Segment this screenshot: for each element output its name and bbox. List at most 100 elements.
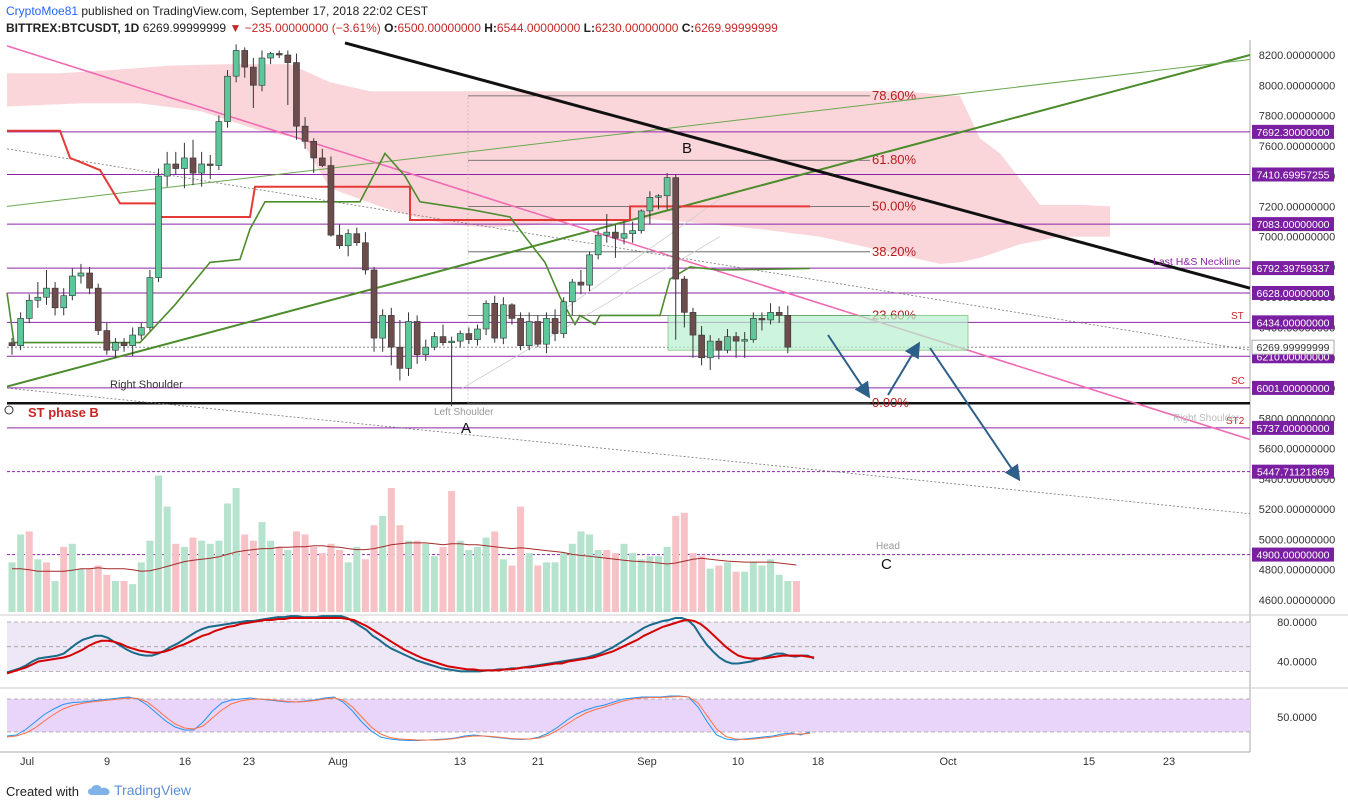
tradingview-logo[interactable]: TradingView — [88, 782, 191, 798]
high-value: 6544.00000000 — [496, 21, 581, 35]
rsi-tick-label: 40.0000 — [1277, 657, 1317, 669]
volume-bar — [646, 556, 654, 612]
candle-body — [146, 277, 154, 328]
chart-canvas[interactable]: 8200.00000000 8000.00000000 7800.00000000 7… — [0, 0, 1348, 776]
candle-body — [655, 195, 662, 198]
candle-body — [353, 233, 361, 244]
candle-body — [241, 50, 249, 68]
volume-bar — [318, 553, 326, 612]
candle-body — [69, 275, 76, 297]
volume-bar — [267, 540, 275, 612]
volume-bar — [594, 550, 602, 612]
volume-bar — [60, 546, 68, 612]
candle-body — [517, 318, 524, 346]
sc-label: SC — [1231, 376, 1245, 387]
volume-bar — [430, 556, 438, 612]
level-tag — [1252, 167, 1334, 182]
volume-bar — [422, 543, 430, 612]
volume-bar — [508, 565, 516, 612]
volume-bar — [784, 581, 792, 612]
candle-body — [689, 312, 697, 336]
rsi-tick-label: 80.0000 — [1277, 617, 1317, 629]
candle-body — [198, 163, 205, 174]
level-tag — [1252, 285, 1334, 300]
volume-bar — [34, 559, 42, 612]
volume-bar — [792, 581, 800, 612]
price-tick-label: 7200.00000000 — [1259, 201, 1335, 213]
stoch-band — [7, 699, 1250, 732]
projection-arrows — [827, 334, 1021, 482]
volume-bar — [741, 571, 749, 612]
last-price-tag-label: 6269.99999999 — [1257, 342, 1330, 354]
candle-body — [275, 53, 283, 56]
price-tick-label: 7800.00000000 — [1259, 111, 1335, 123]
volume-bar — [413, 540, 421, 612]
rsi-band — [7, 622, 1250, 672]
price-tick-label: 4600.00000000 — [1259, 595, 1335, 607]
publish-info: CryptoMoe81 published on TradingView.com… — [6, 4, 428, 18]
volume-bar — [42, 562, 50, 612]
volume-bar — [448, 491, 456, 612]
price-tick-label: 5200.00000000 — [1259, 504, 1335, 516]
low-label: L: — [583, 21, 595, 35]
fib-label: 78.60% — [872, 88, 917, 103]
candle-body — [698, 334, 705, 359]
volume-ma-line — [12, 542, 797, 572]
price-tick-label: 8000.00000000 — [1259, 80, 1335, 92]
candle-body — [431, 336, 438, 348]
volume-bar — [198, 540, 206, 612]
wave-b-label: B — [682, 140, 692, 157]
candle-body — [267, 53, 274, 59]
candle-body — [129, 334, 136, 346]
volume-bar — [51, 581, 59, 612]
volume-bar — [77, 568, 85, 612]
candle-body — [224, 75, 231, 122]
candle-body — [724, 336, 731, 351]
projection-arrow — [929, 347, 1021, 482]
volume-bar — [405, 540, 413, 612]
volume-bar — [310, 546, 318, 612]
volume-bar — [336, 550, 344, 612]
candle-body — [250, 66, 257, 86]
volume-bar — [344, 562, 352, 612]
volume-bar — [439, 546, 447, 612]
volume-bar — [775, 574, 783, 612]
volume-bar — [723, 562, 731, 612]
volume-bar — [473, 546, 481, 612]
candle-body — [405, 321, 412, 369]
volume-bar — [698, 556, 706, 612]
time-tick-label: Jul — [20, 756, 34, 768]
candle-body — [344, 233, 352, 247]
volume-bar — [163, 506, 171, 612]
wave-a-label: A — [461, 420, 471, 437]
symbol-info: BITTREX:BTCUSDT, 1D 6269.99999999 ▼ −235… — [6, 21, 778, 35]
candle-body — [663, 177, 671, 197]
head-label: Head — [876, 541, 900, 552]
volume-bar — [586, 534, 594, 612]
volume-bar — [732, 571, 740, 612]
level-tag — [1252, 547, 1334, 562]
level-tag-label: 5737.00000000 — [1257, 423, 1330, 435]
candle-body — [586, 254, 593, 286]
author-link[interactable]: CryptoMoe81 — [6, 4, 79, 18]
candles — [8, 44, 792, 407]
candle-body — [293, 62, 300, 127]
volume-bar — [491, 531, 499, 612]
candle-body — [8, 342, 16, 346]
pink-trend-line — [6, 45, 1251, 441]
volume-bar — [361, 559, 369, 612]
time-tick-label: 9 — [104, 756, 110, 768]
candle-body — [456, 333, 464, 342]
publish-text: published on TradingView.com, September … — [78, 4, 429, 18]
volume-bar — [482, 537, 490, 612]
volume-bar — [8, 562, 16, 612]
conversion-line — [7, 129, 810, 221]
volume-bar — [629, 553, 637, 612]
volume-bar — [129, 584, 137, 612]
level-tag — [1252, 315, 1334, 330]
volume-bar — [189, 537, 197, 612]
fib-label: 38.20% — [872, 244, 917, 259]
volume-bar — [680, 512, 688, 612]
level-tag-label: 6001.00000000 — [1257, 383, 1330, 395]
candle-body — [448, 340, 455, 343]
